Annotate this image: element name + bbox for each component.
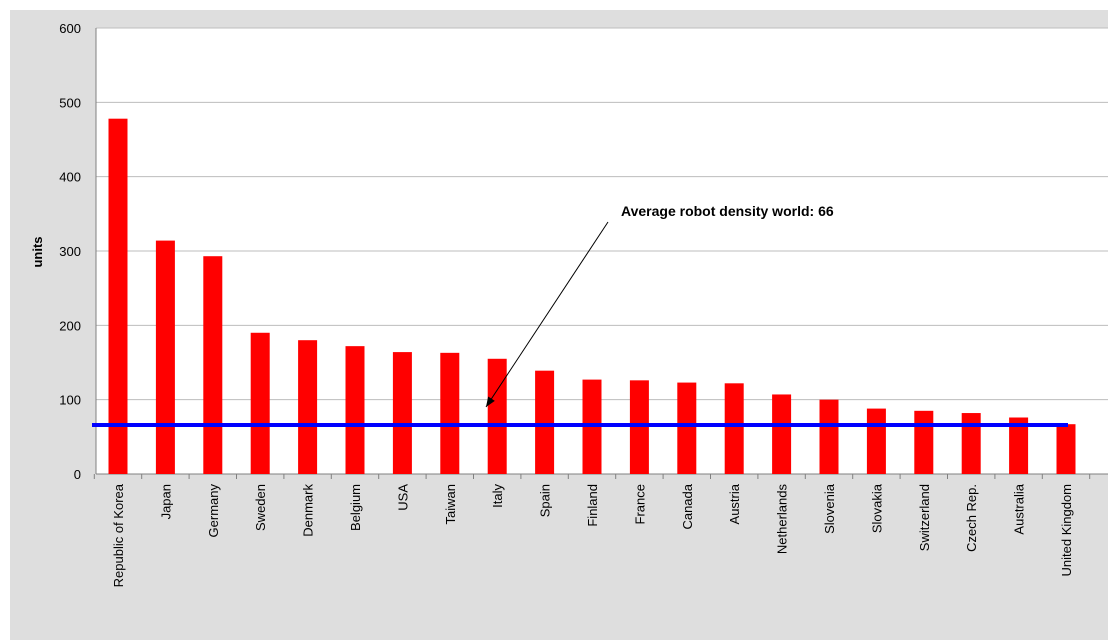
y-axis-title: units: [30, 236, 45, 267]
bar: [961, 413, 981, 474]
bar: [345, 346, 365, 474]
category-labels: Republic of Korea Japan Germany Sweden Denma…: [111, 483, 1074, 587]
category-label: Denmark: [301, 484, 316, 537]
category-label: Germany: [206, 484, 221, 538]
y-tick-labels: 0 100 200 300 400 500 600: [59, 21, 81, 482]
bar: [629, 380, 649, 474]
bar: [155, 240, 175, 474]
y-tick-label: 600: [59, 21, 81, 36]
y-tick-label: 200: [59, 318, 81, 333]
bar: [535, 370, 555, 474]
category-label: Slovenia: [822, 483, 837, 534]
category-label: Netherlands: [775, 484, 790, 555]
annotation-arrow: [485, 221, 609, 408]
bar: [724, 383, 744, 474]
category-label: Czech Rep.: [964, 484, 979, 552]
y-tick-label: 100: [59, 393, 81, 408]
robot-density-chart: 0 100 200 300 400 500 600 Republic of Korea Jap…: [30, 21, 1108, 587]
category-label: Japan: [158, 484, 173, 519]
category-label: Belgium: [348, 484, 363, 531]
bar: [819, 399, 839, 474]
average-annotation: Average robot density world: 66: [621, 203, 834, 219]
bar: [1056, 424, 1076, 474]
category-label: Taiwan: [443, 484, 458, 524]
category-label: Italy: [490, 484, 505, 508]
category-label: Austria: [727, 483, 742, 524]
category-label: Canada: [680, 483, 695, 529]
category-label: Switzerland: [917, 484, 932, 551]
annotation-arrowhead: [486, 396, 495, 407]
category-label: Australia: [1012, 483, 1027, 534]
bar: [108, 118, 128, 474]
category-label: Spain: [538, 484, 553, 517]
y-tick-label: 0: [74, 467, 81, 482]
category-label: Finland: [585, 484, 600, 527]
bar: [440, 352, 460, 474]
category-label: Republic of Korea: [111, 483, 126, 587]
category-label: Sweden: [253, 484, 268, 531]
bar: [1009, 417, 1029, 474]
category-label: Slovakia: [869, 483, 884, 533]
bar: [772, 394, 792, 474]
category-label: France: [632, 484, 647, 524]
bar: [677, 382, 697, 474]
bar: [203, 256, 223, 474]
bar: [866, 408, 886, 474]
bar: [298, 340, 318, 474]
bar: [250, 332, 270, 474]
chart-frame: 0 100 200 300 400 500 600 Republic of Korea Jap…: [10, 10, 1108, 640]
category-label: USA: [395, 484, 410, 511]
bar: [487, 358, 507, 474]
y-tick-label: 300: [59, 244, 81, 259]
category-label: United Kingdom: [1059, 484, 1074, 577]
bar: [914, 410, 934, 474]
bar: [392, 352, 412, 474]
y-tick-label: 400: [59, 170, 81, 185]
y-tick-label: 500: [59, 95, 81, 110]
